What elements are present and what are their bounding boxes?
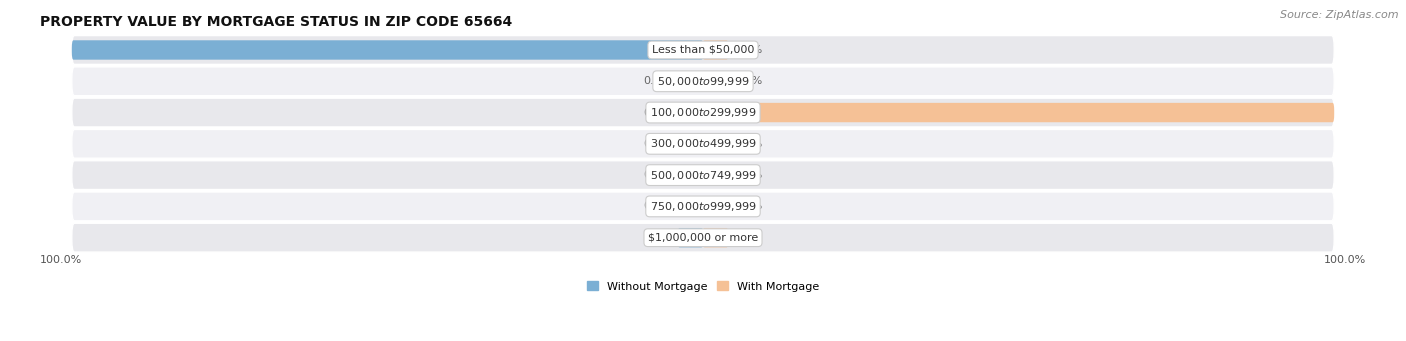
FancyBboxPatch shape [703, 103, 1334, 122]
FancyBboxPatch shape [72, 223, 1334, 252]
Text: Source: ZipAtlas.com: Source: ZipAtlas.com [1281, 10, 1399, 20]
Text: $300,000 to $499,999: $300,000 to $499,999 [650, 137, 756, 150]
FancyBboxPatch shape [678, 134, 703, 153]
FancyBboxPatch shape [72, 192, 1334, 221]
Text: $750,000 to $999,999: $750,000 to $999,999 [650, 200, 756, 213]
FancyBboxPatch shape [703, 197, 728, 216]
Text: $50,000 to $99,999: $50,000 to $99,999 [657, 75, 749, 88]
Text: 0.0%: 0.0% [734, 202, 763, 211]
Text: 0.0%: 0.0% [643, 139, 672, 149]
Text: 100.0%: 100.0% [1323, 255, 1365, 265]
Text: 100.0%: 100.0% [41, 255, 83, 265]
FancyBboxPatch shape [678, 72, 703, 91]
FancyBboxPatch shape [703, 72, 728, 91]
Text: 100.0%: 100.0% [1340, 107, 1386, 118]
FancyBboxPatch shape [678, 165, 703, 185]
FancyBboxPatch shape [703, 134, 728, 153]
FancyBboxPatch shape [72, 35, 1334, 64]
FancyBboxPatch shape [72, 40, 703, 60]
FancyBboxPatch shape [703, 40, 728, 60]
Legend: Without Mortgage, With Mortgage: Without Mortgage, With Mortgage [582, 277, 824, 296]
Text: 0.0%: 0.0% [643, 170, 672, 180]
Text: 0.0%: 0.0% [734, 170, 763, 180]
FancyBboxPatch shape [72, 161, 1334, 190]
Text: 0.0%: 0.0% [734, 139, 763, 149]
Text: 0.0%: 0.0% [643, 233, 672, 243]
FancyBboxPatch shape [72, 130, 1334, 158]
Text: 0.0%: 0.0% [643, 76, 672, 86]
Text: $500,000 to $749,999: $500,000 to $749,999 [650, 168, 756, 182]
FancyBboxPatch shape [678, 197, 703, 216]
Text: 0.0%: 0.0% [734, 76, 763, 86]
FancyBboxPatch shape [703, 165, 728, 185]
Text: $100,000 to $299,999: $100,000 to $299,999 [650, 106, 756, 119]
Text: 0.0%: 0.0% [734, 233, 763, 243]
FancyBboxPatch shape [72, 98, 1334, 127]
Text: Less than $50,000: Less than $50,000 [652, 45, 754, 55]
Text: 0.0%: 0.0% [643, 202, 672, 211]
Text: 0.0%: 0.0% [734, 45, 763, 55]
Text: 100.0%: 100.0% [20, 45, 66, 55]
FancyBboxPatch shape [678, 103, 703, 122]
FancyBboxPatch shape [72, 67, 1334, 96]
FancyBboxPatch shape [703, 228, 728, 247]
Text: PROPERTY VALUE BY MORTGAGE STATUS IN ZIP CODE 65664: PROPERTY VALUE BY MORTGAGE STATUS IN ZIP… [41, 15, 513, 29]
FancyBboxPatch shape [678, 228, 703, 247]
Text: $1,000,000 or more: $1,000,000 or more [648, 233, 758, 243]
Text: 0.0%: 0.0% [643, 107, 672, 118]
